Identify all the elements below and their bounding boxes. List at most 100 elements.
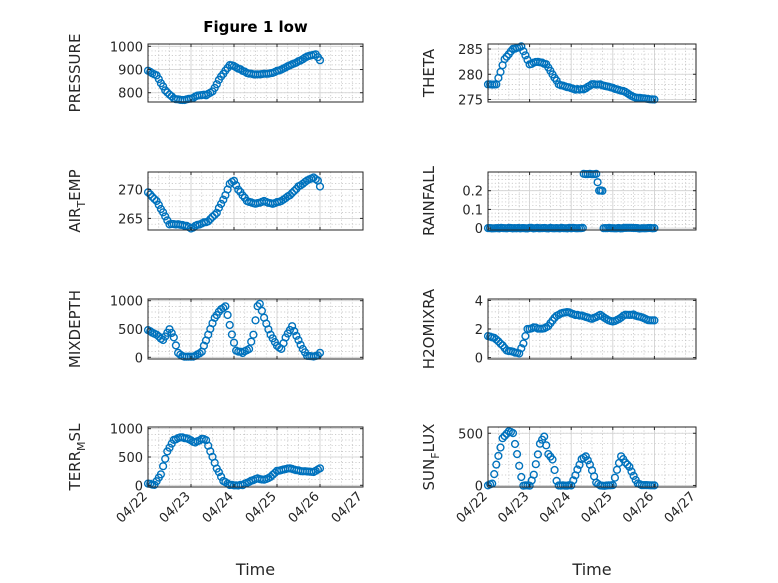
y-tick-label: 900 (118, 64, 143, 79)
x-tick-label: 04/23 (157, 489, 194, 526)
axes-frame (487, 426, 697, 488)
data-point (610, 473, 620, 482)
data-point (257, 306, 267, 315)
data-point (217, 199, 226, 209)
data-point (229, 338, 239, 347)
subplot-4: 0 0.1 0.2 RAINFALL (420, 165, 697, 237)
data-point (517, 344, 526, 353)
data-point (629, 471, 638, 481)
data-point (270, 468, 280, 478)
y-tick-label: 500 (118, 451, 143, 466)
data-point (161, 86, 170, 95)
y-tick-label: 280 (458, 68, 483, 83)
y-tick-label: 0 (135, 351, 143, 366)
data-point (238, 191, 247, 200)
data-point (515, 349, 524, 358)
data-point (161, 454, 170, 463)
y-tick-label: 500 (118, 323, 143, 338)
data-point (492, 460, 501, 469)
x-tick-label: 04/23 (495, 489, 532, 526)
data-point (550, 465, 559, 475)
data-point (236, 65, 245, 74)
y-axis-label: TERRMSL (66, 423, 88, 492)
y-tick-label: 0 (475, 479, 483, 494)
data-point (169, 333, 178, 342)
y-axis-label: MIXDEPTH (66, 290, 84, 368)
axes-frame (487, 171, 697, 231)
data-point (548, 455, 557, 464)
data-point (167, 328, 176, 338)
data-point (300, 177, 310, 187)
y-tick-label: 0.1 (462, 203, 483, 218)
data-point (285, 191, 295, 200)
data-point (490, 470, 499, 479)
x-tick-label: 04/26 (286, 489, 323, 526)
data-point (627, 467, 636, 476)
x-tick-label: 04/27 (662, 489, 699, 526)
data-point (315, 464, 325, 473)
data-point (540, 432, 549, 441)
data-point (212, 80, 221, 89)
x-tick-label: 04/22 (114, 489, 151, 526)
data-point (234, 185, 243, 194)
data-point (500, 431, 509, 441)
data-point (519, 47, 528, 56)
data-point (146, 67, 155, 76)
data-point (650, 224, 659, 233)
data-point (249, 330, 258, 339)
data-point (214, 468, 224, 477)
x-axis-label: Time (235, 560, 275, 579)
data-point (581, 84, 590, 93)
y-tick-label: 0 (475, 352, 483, 367)
data-point (288, 322, 297, 331)
data-point (199, 341, 209, 350)
plot-area (488, 427, 696, 487)
data-point (223, 310, 232, 320)
data-point (593, 178, 602, 187)
data-point (510, 439, 520, 449)
x-axis-label: Time (571, 560, 611, 579)
data-point (219, 195, 228, 204)
y-axis-label: H2OMIXRA (420, 288, 438, 369)
y-tick-label: 500 (458, 427, 483, 442)
data-point (573, 465, 582, 474)
data-point (583, 456, 592, 465)
plot-area (148, 44, 363, 102)
subplot-2: 275 280 285 THETA (420, 42, 697, 108)
data-point (154, 74, 163, 84)
data-point (204, 217, 213, 226)
data-point (315, 182, 325, 191)
data-point (542, 441, 551, 450)
data-point (146, 327, 155, 336)
axes-frame (147, 171, 364, 231)
y-tick-label: 4 (475, 294, 483, 309)
data-point (245, 344, 254, 354)
data-point (221, 302, 230, 311)
data-point (232, 181, 241, 190)
y-tick-label: 0.2 (462, 185, 483, 200)
data-point (290, 327, 299, 336)
subplot-6: 0 2 4 H2OMIXRA (420, 288, 697, 369)
data-point (521, 332, 530, 341)
data-point (517, 472, 526, 482)
y-axis-label: PRESSURE (66, 34, 84, 113)
data-point (517, 42, 526, 51)
data-point (581, 452, 590, 461)
y-tick-label: 270 (118, 183, 143, 198)
data-point (521, 51, 530, 60)
subplot-8: 0 500 04/22 04/23 04/24 04/25 04/26 04/27 Time SU… (420, 424, 699, 579)
data-point (529, 470, 538, 479)
data-point (159, 208, 168, 217)
y-axis-label: RAINFALL (420, 165, 438, 236)
y-tick-label: 0 (135, 479, 143, 494)
data-point (290, 186, 299, 196)
data-point (156, 470, 166, 479)
data-point (251, 316, 260, 325)
data-point (512, 450, 522, 459)
y-tick-label: 2 (475, 323, 483, 338)
data-point (253, 302, 262, 311)
chart-title: Figure 1 low (203, 18, 308, 36)
data-point (519, 339, 528, 348)
data-point (315, 56, 325, 65)
data-point (515, 461, 524, 470)
